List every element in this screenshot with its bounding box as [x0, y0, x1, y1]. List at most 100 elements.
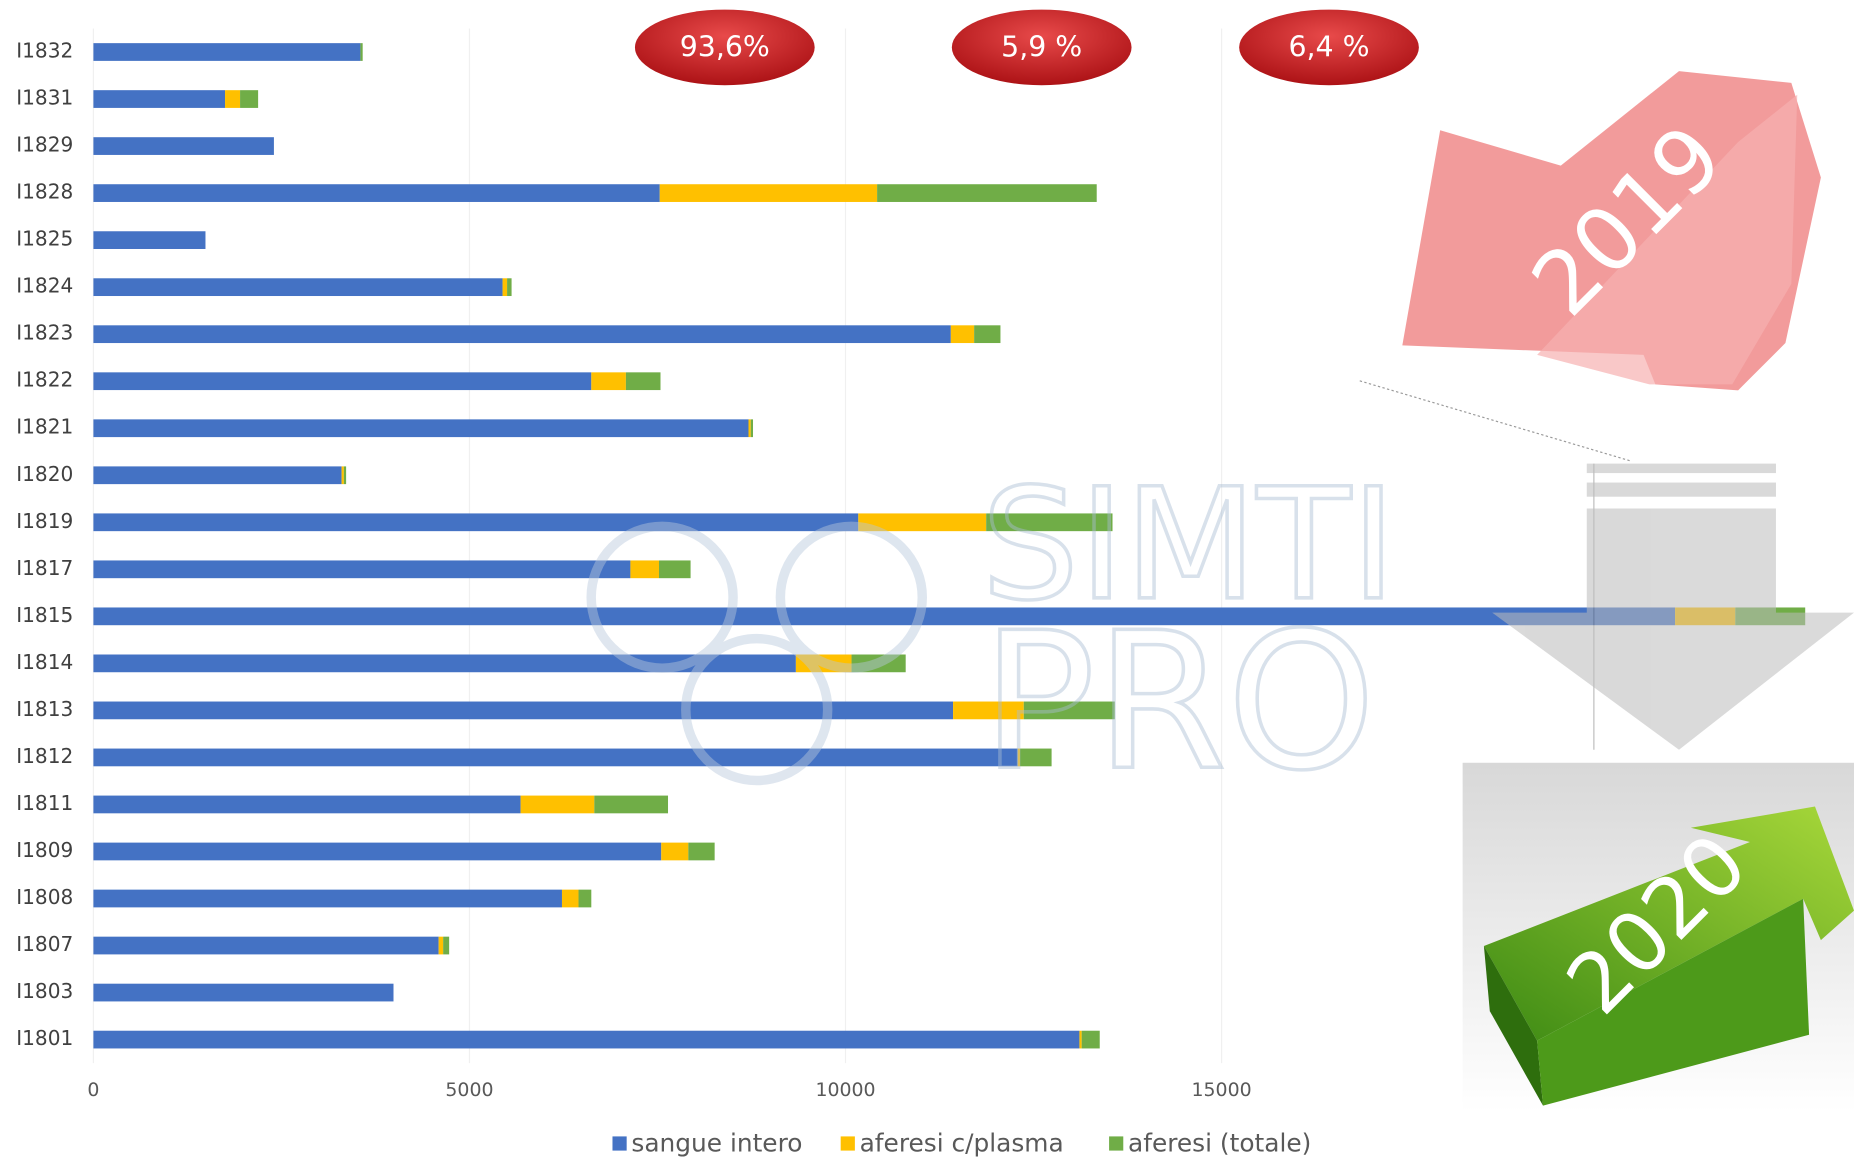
bar-segment [658, 560, 691, 579]
x-tick-label: 15000 [1191, 1079, 1251, 1101]
bar-segment [750, 419, 754, 438]
x-tick-label: 10000 [815, 1079, 875, 1101]
bar-segment [93, 43, 361, 61]
x-tick-label: 0 [87, 1079, 99, 1101]
bar-segment [93, 513, 859, 532]
bar-segment [1023, 701, 1115, 720]
bar-segment [93, 419, 749, 438]
bar-segment [93, 842, 662, 861]
bar-segment [659, 184, 878, 202]
bar-segment [594, 795, 669, 814]
bar-segment [93, 889, 562, 908]
bar-segment [93, 1030, 1080, 1049]
bar-segment [1017, 748, 1021, 767]
plot: I1832 I1831 I1829 I1828 I1825 I1824 I1823 I1822… [16, 39, 1806, 1050]
badge-label: 5,9 % [1001, 31, 1082, 64]
bar-segment [93, 654, 796, 673]
bar-segment [578, 889, 592, 908]
bar-segment [851, 654, 906, 673]
bar-segment [93, 278, 503, 297]
bar-segment [877, 184, 1097, 202]
y-tick-label: I1814 [16, 650, 73, 674]
bar-segment [630, 560, 659, 579]
x-tick-label: 5000 [445, 1079, 493, 1101]
watermark-text: SIMTI [981, 456, 1396, 635]
y-tick-label: I1819 [16, 509, 73, 533]
bar-segment [443, 936, 450, 955]
bar-segment [360, 43, 363, 61]
bar-segment [661, 842, 689, 861]
bar-segment [953, 701, 1024, 720]
bar-segment [93, 701, 954, 720]
y-tick-label: I1822 [16, 368, 73, 392]
y-tick-label: I1813 [16, 697, 73, 721]
bar-segment [93, 560, 631, 579]
badge-label: 6,4 % [1288, 31, 1369, 64]
bar-segment [561, 889, 579, 908]
y-tick-label: I1823 [16, 321, 73, 345]
bar-segment [858, 513, 987, 532]
bar-segment [93, 325, 951, 344]
y-tick-label: I1829 [16, 133, 73, 157]
y-tick-label: I1811 [16, 791, 73, 815]
bar-segment [688, 842, 715, 861]
bar-segment [93, 748, 1018, 767]
legend-label: sangue intero [631, 1129, 802, 1158]
y-tick-label: I1803 [16, 979, 73, 1003]
bar-segment [93, 231, 206, 249]
bar-segment [240, 90, 259, 108]
bar-segment [93, 936, 439, 955]
y-tick-label: I1815 [16, 603, 73, 627]
y-tick-label: I1820 [16, 462, 73, 486]
badge [951, 9, 1132, 86]
arrow-down [1492, 463, 1854, 750]
bar-segment [225, 90, 241, 108]
y-tick-label: I1825 [16, 227, 73, 251]
badge [1239, 9, 1419, 86]
decor-line [1359, 380, 1632, 462]
bar-segment [795, 654, 852, 673]
y-tick-label: I1828 [16, 180, 73, 204]
bar-segment [507, 278, 512, 297]
watermark: SIMTI PRO [586, 454, 1398, 814]
y-tick-label: I1824 [16, 274, 73, 298]
legend: sangue intero aferesi c/plasma aferesi (to… [612, 1129, 1311, 1158]
y-tick-label: I1821 [16, 415, 73, 439]
watermark-text: PRO [981, 591, 1375, 812]
y-tick-label: I1809 [16, 838, 73, 862]
badges: 93,6% 5,9 % 6,4 % [634, 9, 1419, 86]
legend-swatch [1109, 1136, 1124, 1151]
bar-segment [502, 278, 508, 297]
legend-label: aferesi (totale) [1128, 1129, 1311, 1158]
bar-segment [974, 325, 1001, 344]
y-tick-label: I1817 [16, 556, 73, 580]
y-tick-label: I1808 [16, 885, 73, 909]
bar-segment [93, 607, 1676, 626]
bar-segment [625, 372, 661, 391]
y-tick-label: I1812 [16, 744, 73, 768]
y-tick-label: I1831 [16, 86, 73, 110]
bar-segment [93, 137, 274, 155]
bar-segment [520, 795, 595, 814]
bar-segment [748, 419, 751, 438]
bar-segment [93, 795, 521, 814]
bar-segment [93, 466, 342, 485]
bar-segment [93, 983, 394, 1002]
legend-swatch [612, 1136, 627, 1151]
badge [634, 9, 815, 86]
bar-segment [950, 325, 975, 344]
badge-label: 93,6% [680, 31, 770, 64]
y-tick-label: I1807 [16, 932, 73, 956]
bar-segment [93, 90, 226, 108]
bar-segment [341, 466, 344, 485]
bar-segment [438, 936, 444, 955]
y-tick-label: I1832 [16, 39, 73, 63]
legend-swatch [840, 1136, 855, 1151]
bar-segment [1081, 1030, 1100, 1049]
bar-segment [1020, 748, 1052, 767]
bar-segment [591, 372, 626, 391]
bar-segment [93, 184, 660, 202]
bar-segment [343, 466, 347, 485]
